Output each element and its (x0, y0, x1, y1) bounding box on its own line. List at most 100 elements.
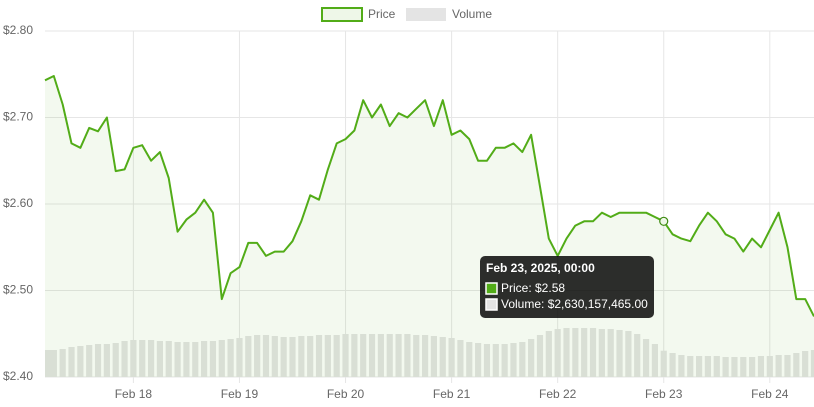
volume-bar (298, 336, 305, 377)
volume-bar (254, 335, 261, 377)
volume-bar (810, 350, 814, 377)
volume-bar (678, 355, 685, 377)
volume-bar (766, 356, 773, 377)
volume-bar (360, 334, 367, 377)
volume-bar (740, 357, 747, 377)
volume-bar (236, 338, 243, 377)
volume-bar (704, 356, 712, 377)
legend-swatch (321, 7, 363, 22)
tooltip-swatch (485, 298, 498, 311)
volume-bar (377, 334, 384, 377)
volume-bar (731, 357, 738, 377)
y-tick-label: $2.60 (3, 196, 33, 210)
y-tick-label: $2.50 (3, 283, 33, 297)
volume-bar (130, 340, 137, 377)
volume-bar (121, 341, 128, 377)
volume-bar (289, 337, 296, 377)
volume-bar (651, 344, 658, 377)
volume-bar (607, 329, 614, 377)
volume-bar (722, 357, 729, 377)
volume-bar (192, 342, 199, 377)
volume-bar (695, 356, 703, 377)
price-line-group (44, 75, 814, 377)
volume-bar (112, 343, 119, 377)
volume-bar (572, 328, 579, 377)
volume-bar (421, 335, 429, 377)
volume-bar (386, 334, 393, 377)
volume-bar (245, 336, 252, 377)
x-tick-label: Feb 21 (433, 387, 471, 401)
volume-bar (333, 335, 340, 377)
legend-swatch (406, 8, 446, 21)
volume-bar (448, 338, 455, 377)
x-tick-label: Feb 20 (327, 387, 365, 401)
tooltip-box (480, 256, 654, 318)
volume-bar (59, 349, 66, 377)
volume-bar (147, 340, 155, 377)
volume-bar (616, 330, 623, 377)
tooltip-swatch (485, 282, 498, 295)
volume-bar (174, 342, 181, 377)
x-tick-label: Feb 24 (751, 387, 789, 401)
volume-bar (94, 344, 102, 377)
volume-bar (139, 340, 146, 377)
volume-bar (218, 340, 225, 377)
volume-bar (634, 334, 641, 377)
volume-bar (536, 335, 544, 377)
hover-point (659, 216, 669, 226)
volume-bar (227, 339, 234, 377)
volume-bar (368, 334, 376, 377)
volume-bar (802, 351, 809, 377)
volume-bar (183, 342, 190, 377)
price-line (44, 75, 814, 317)
volume-bar (757, 356, 765, 377)
volume-bar (519, 342, 526, 377)
legend: Price Volume (321, 7, 492, 22)
volume-bar (86, 345, 93, 377)
y-tick-label: $2.40 (3, 369, 33, 383)
volume-bar (598, 329, 605, 377)
tooltip-title: Feb 23, 2025, 00:00 (486, 261, 595, 275)
legend-label[interactable]: Price (368, 7, 396, 21)
volume-bar (554, 329, 561, 377)
volume-bar (749, 357, 756, 377)
volume-bar (77, 346, 84, 377)
volume-bar (510, 343, 517, 377)
volume-bar (201, 341, 208, 377)
volume-bar (581, 328, 588, 377)
x-tick-label: Feb 23 (645, 387, 683, 401)
tooltip-line: Price: $2.58 (501, 281, 565, 295)
volume-bar (413, 335, 420, 377)
x-tick-label: Feb 18 (115, 387, 153, 401)
volume-bar (103, 344, 110, 377)
volume-bar (475, 343, 482, 377)
volume-bar (545, 331, 552, 377)
volume-bar (457, 340, 464, 377)
volume-bar (625, 331, 632, 377)
legend-label[interactable]: Volume (452, 7, 492, 21)
volume-bar (466, 342, 473, 377)
volume-bar (280, 337, 287, 377)
volume-bar (430, 336, 438, 377)
tooltip-line: Volume: $2,630,157,465.00 (501, 297, 648, 311)
volume-bar (528, 339, 535, 377)
volume-bar (483, 344, 491, 377)
volume-bar (315, 335, 323, 377)
volume-bar (563, 328, 570, 377)
volume-bar (589, 328, 597, 377)
volume-bar (439, 337, 446, 377)
y-tick-label: $2.70 (3, 110, 33, 124)
volume-bar (209, 341, 217, 377)
volume-bar (351, 334, 358, 377)
volume-bar (342, 334, 349, 377)
volume-bar (324, 335, 331, 377)
volume-bar (156, 341, 164, 377)
volume-bar (395, 334, 402, 377)
tooltip: Feb 23, 2025, 00:00 Price: $2.58 Volume:… (480, 256, 654, 318)
x-tick-label: Feb 22 (539, 387, 577, 401)
volume-bar (642, 339, 650, 377)
volume-bar (784, 355, 791, 377)
volume-bar (271, 336, 278, 377)
volume-bar (775, 355, 782, 377)
volume-bar (307, 336, 314, 377)
